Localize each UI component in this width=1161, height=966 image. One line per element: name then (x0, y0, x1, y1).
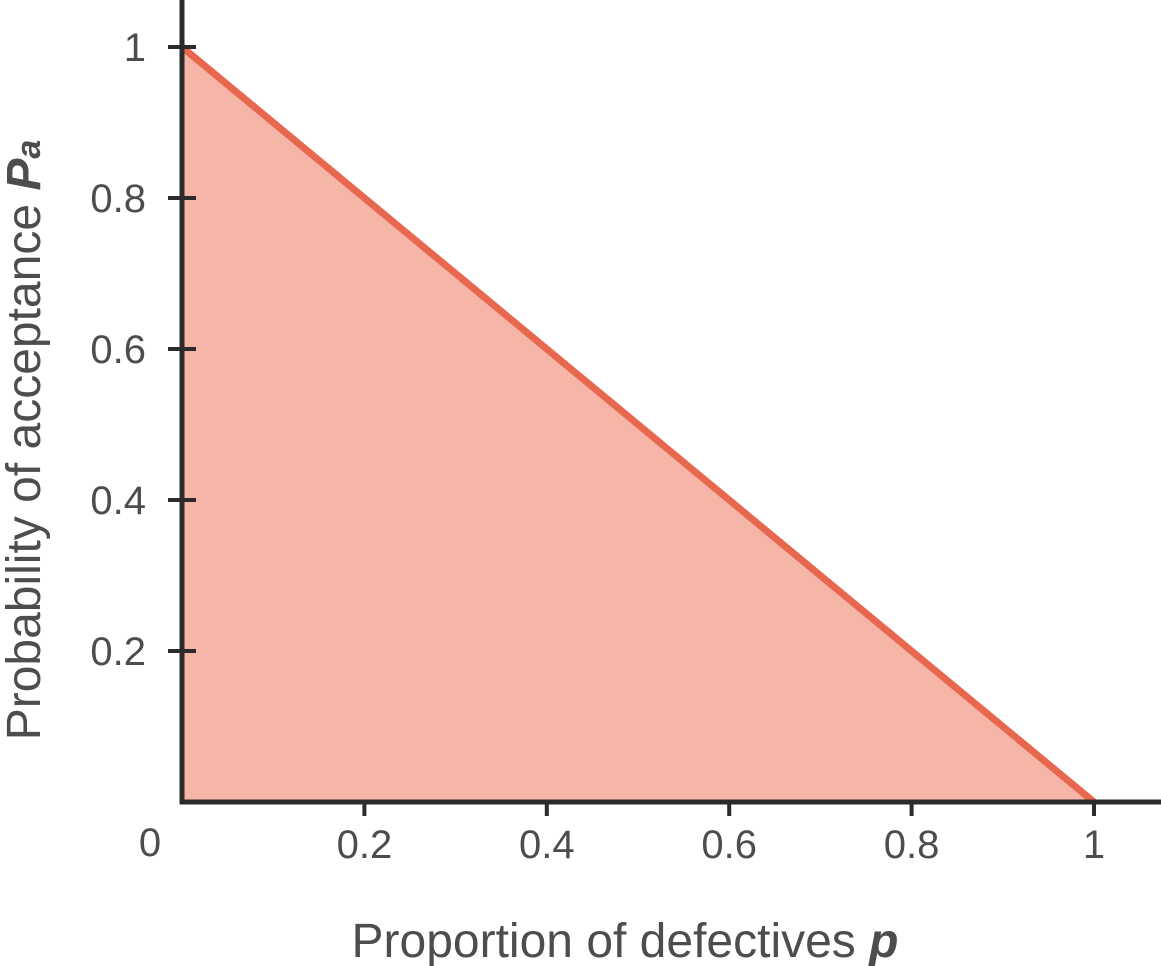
y-axis-symbol-sub: a (10, 140, 48, 159)
series-line-0 (178, 43, 1098, 806)
x-axis-title: Proportion of defectives p (352, 915, 899, 966)
ticks: 0.2 0.4 0.6 0.8 1 0.2 0.4 0.6 0.8 1 (90, 26, 1105, 867)
y-axis-label: Probability of acceptance (0, 204, 51, 740)
x-tick-label-1: 0.4 (519, 823, 575, 867)
y-tick-label-4: 1 (124, 26, 146, 70)
y-tick-label-2: 0.6 (90, 328, 146, 372)
y-axis-title: Probability of acceptance Pa (0, 140, 51, 741)
x-tick-label-0: 0.2 (337, 823, 393, 867)
x-tick-label-3: 0.8 (884, 823, 940, 867)
y-tick-label-1: 0.4 (90, 479, 146, 523)
x-tick-label-4: 1 (1083, 823, 1105, 867)
x-axis-symbol: p (867, 915, 898, 966)
axes (179, 0, 1161, 805)
x-tick-label-2: 0.6 (701, 823, 757, 867)
y-axis-symbol: P (0, 158, 51, 191)
y-tick-label-3: 0.8 (90, 177, 146, 221)
origin-label: 0 (139, 821, 161, 865)
plot-area (178, 43, 1098, 806)
y-tick-label-0: 0.2 (90, 630, 146, 674)
x-axis-label: Proportion of defectives (352, 915, 856, 966)
